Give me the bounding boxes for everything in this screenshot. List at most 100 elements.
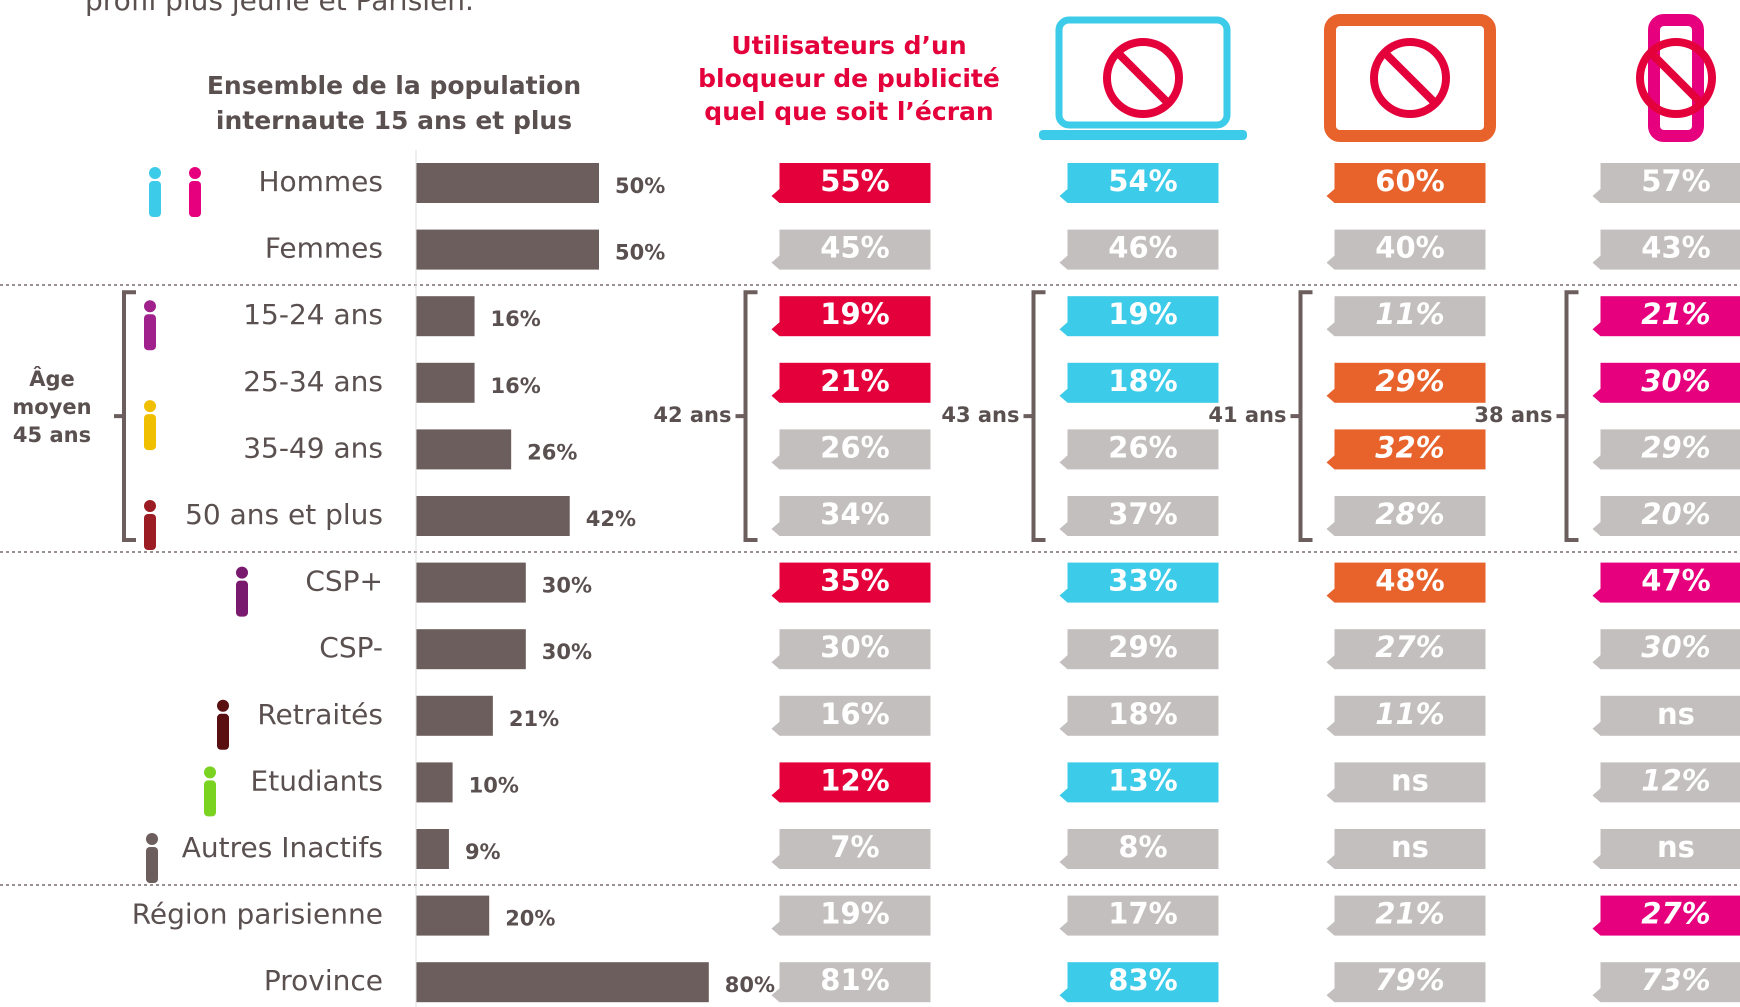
- cell-tab: [1592, 522, 1601, 536]
- no-ad-icon: [1370, 38, 1450, 118]
- cell-tab: [1326, 255, 1335, 270]
- person-icon: [217, 713, 229, 750]
- person-icon: [144, 500, 156, 512]
- cell: [779, 296, 931, 337]
- person-icon: [204, 780, 216, 817]
- cell: [1600, 163, 1740, 203]
- no-ad-icon: [1103, 38, 1183, 118]
- row-label: Etudiants: [251, 764, 383, 797]
- column-mean-age: 38 ans: [1474, 403, 1552, 427]
- cell-value: 17%: [1108, 897, 1177, 931]
- cell-tab: [1059, 522, 1068, 536]
- population-value: 16%: [491, 374, 541, 398]
- cell: [1067, 762, 1219, 803]
- cell: [779, 562, 931, 603]
- cell: [1600, 229, 1740, 270]
- cell-tab: [771, 655, 780, 670]
- cell-tab: [771, 721, 780, 736]
- cell-tab: [1059, 588, 1068, 603]
- cell-value: 26%: [820, 430, 889, 464]
- age-bracket: [1556, 290, 1579, 542]
- cell-tab: [1059, 455, 1068, 470]
- cell-tab: [771, 388, 780, 403]
- cell: [1334, 962, 1486, 1003]
- person-icon: [217, 699, 229, 712]
- device-icon: [1039, 130, 1247, 140]
- cell-tab: [1059, 322, 1068, 337]
- cell: [779, 163, 931, 203]
- cell-value: 45%: [820, 231, 889, 265]
- population-value: 80%: [725, 973, 775, 997]
- cell-value: 30%: [1641, 630, 1710, 664]
- cell-tab: [1326, 455, 1335, 470]
- cell-tab: [1326, 855, 1335, 869]
- cell-tab: [1326, 721, 1335, 736]
- cell: [1067, 163, 1219, 203]
- cell-value: 29%: [1108, 630, 1177, 664]
- cell-tab: [771, 855, 780, 869]
- cell: [1067, 829, 1219, 869]
- cell-tab: [1592, 855, 1601, 869]
- population-bar: [416, 695, 493, 736]
- column-mean-age: 41 ans: [1208, 403, 1286, 427]
- cell-value: 18%: [1108, 364, 1177, 398]
- cell-tab: [1326, 189, 1335, 203]
- cell: [1067, 962, 1219, 1003]
- cell: [779, 229, 931, 270]
- cell: [1600, 362, 1740, 403]
- cell-value: 48%: [1375, 564, 1444, 598]
- age-bracket: [114, 290, 136, 542]
- cell: [1067, 229, 1219, 270]
- cell-tab: [1326, 588, 1335, 603]
- cell-value: 37%: [1108, 497, 1177, 531]
- cell-tab: [1592, 455, 1601, 470]
- cell: [1600, 695, 1740, 736]
- cell: [1334, 895, 1486, 936]
- row-label: Province: [264, 964, 383, 997]
- row-label: CSP+: [305, 565, 383, 598]
- population-value: 20%: [505, 907, 555, 931]
- cell-value: 55%: [820, 164, 889, 198]
- population-bar: [416, 163, 599, 203]
- person-icon: [144, 314, 156, 351]
- cell-tab: [1592, 988, 1601, 1003]
- cell-value: ns: [1391, 830, 1429, 864]
- cell-value: 29%: [1641, 430, 1710, 464]
- cell-tab: [1592, 921, 1601, 936]
- cell: [1334, 695, 1486, 736]
- cell: [779, 895, 931, 936]
- population-value: 42%: [586, 507, 636, 531]
- no-ad-icon: [1115, 50, 1171, 106]
- population-bar: [416, 562, 526, 603]
- cell-value: 21%: [1641, 297, 1710, 331]
- cell: [1067, 695, 1219, 736]
- cell-tab: [771, 921, 780, 936]
- cell-tab: [1592, 655, 1601, 670]
- person-icon: [204, 766, 216, 779]
- cell-tab: [1592, 721, 1601, 736]
- cell-tab: [771, 189, 780, 203]
- cell: [1600, 629, 1740, 670]
- population-value: 30%: [542, 640, 592, 664]
- cell-tab: [1059, 388, 1068, 403]
- cell-tab: [771, 988, 780, 1003]
- mean-age: 45 ans: [13, 423, 91, 447]
- cell-value: 57%: [1641, 164, 1710, 198]
- cell: [1600, 895, 1740, 936]
- cell: [1067, 629, 1219, 670]
- person-icon: [144, 414, 156, 451]
- cell-value: 26%: [1108, 430, 1177, 464]
- cell: [1067, 895, 1219, 936]
- cell-value: 19%: [1108, 297, 1177, 331]
- person-icon: [144, 300, 156, 313]
- cell-tab: [1326, 921, 1335, 936]
- cell: [1600, 429, 1740, 470]
- cell: [779, 695, 931, 736]
- column-header: Utilisateurs d’un: [731, 31, 966, 60]
- cell-value: 83%: [1108, 963, 1177, 997]
- cell-tab: [1059, 788, 1068, 803]
- device-icon: [1055, 16, 1231, 129]
- cell: [779, 362, 931, 403]
- cell-tab: [1592, 255, 1601, 270]
